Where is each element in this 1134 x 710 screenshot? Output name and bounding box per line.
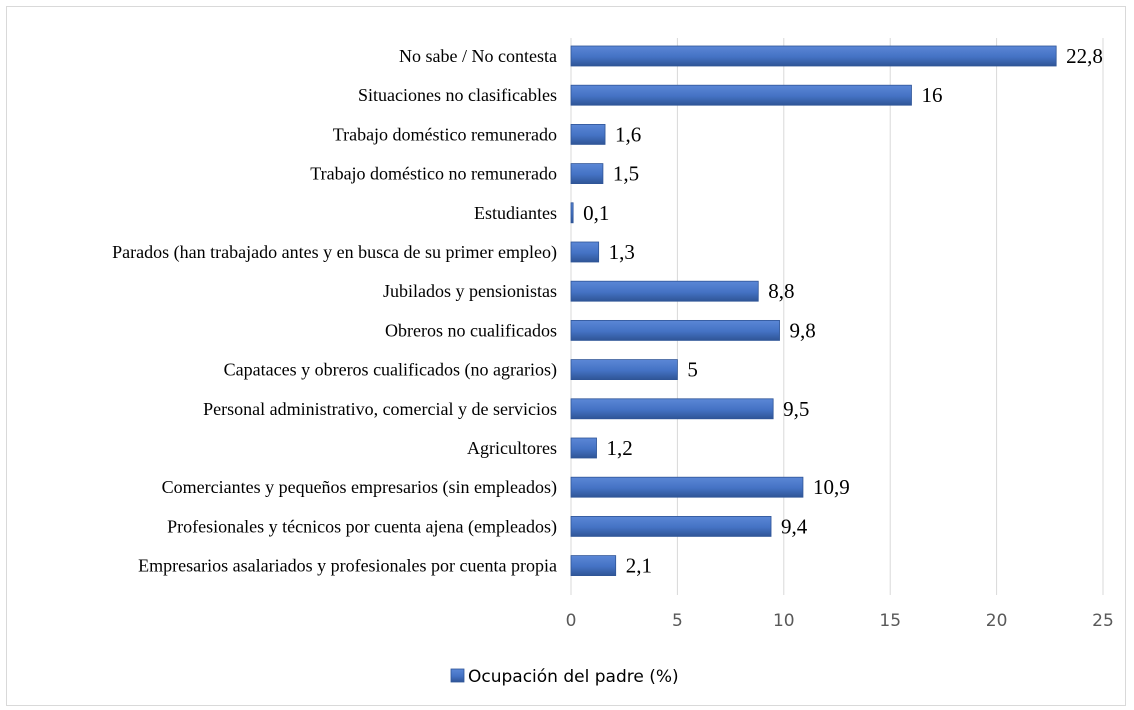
bar xyxy=(570,124,606,145)
data-label: 0,1 xyxy=(583,201,609,225)
legend-swatch xyxy=(450,668,465,683)
category-label: Capataces y obreros cualificados (no agr… xyxy=(224,360,557,381)
category-label: Parados (han trabajado antes y en busca … xyxy=(112,242,557,263)
bar xyxy=(570,163,604,185)
data-label: 16 xyxy=(921,83,942,107)
legend-label: Ocupación del padre (%) xyxy=(468,667,679,687)
data-label: 8,8 xyxy=(768,279,794,303)
bar xyxy=(570,516,772,537)
data-label: 9,4 xyxy=(781,514,808,538)
chart-frame xyxy=(6,6,1126,706)
category-label: No sabe / No contesta xyxy=(399,46,557,66)
category-label: Trabajo doméstico remunerado xyxy=(333,124,557,144)
data-label: 22,8 xyxy=(1066,44,1103,68)
x-tick-label: 5 xyxy=(672,611,683,631)
x-tick-label: 15 xyxy=(879,611,901,631)
x-tick-label: 10 xyxy=(773,611,795,631)
bar xyxy=(570,437,597,459)
data-label: 2,1 xyxy=(626,554,652,578)
category-label: Situaciones no clasificables xyxy=(358,85,557,105)
category-label: Comerciantes y pequeños empresarios (sin… xyxy=(162,477,557,498)
bar xyxy=(570,202,574,224)
category-label: Empresarios asalariados y profesionales … xyxy=(138,556,557,576)
data-label: 1,5 xyxy=(613,162,639,186)
bars xyxy=(570,45,1057,576)
data-label: 5 xyxy=(687,358,698,382)
data-label: 9,5 xyxy=(783,397,809,421)
data-label: 10,9 xyxy=(813,475,850,499)
bar xyxy=(570,319,780,341)
bar xyxy=(570,359,678,381)
data-label: 1,3 xyxy=(609,240,635,264)
category-label: Trabajo doméstico no remunerado xyxy=(310,164,557,184)
gridlines xyxy=(570,38,1104,595)
category-label: Agricultores xyxy=(467,438,557,458)
category-label: Jubilados y pensionistas xyxy=(383,281,557,301)
bar xyxy=(570,84,912,106)
data-labels: 22,8 16 1,6 1,50,11,3 8,8 9,8 5 9,5 1,2 10,99,4 2,… xyxy=(583,44,1103,578)
bar xyxy=(570,241,600,263)
data-label: 1,2 xyxy=(607,436,633,460)
x-tick-label: 0 xyxy=(566,611,577,631)
bar xyxy=(570,398,774,420)
x-tick-label: 25 xyxy=(1092,611,1114,631)
category-label: Personal administrativo, comercial y de … xyxy=(203,399,557,419)
bar xyxy=(570,555,617,576)
x-axis-ticks: 0 5 10 15 20 25 xyxy=(566,611,1114,631)
data-label: 1,6 xyxy=(615,122,641,146)
category-label: Profesionales y técnicos por cuenta ajen… xyxy=(167,516,557,537)
bar xyxy=(570,280,759,302)
x-tick-label: 20 xyxy=(986,611,1008,631)
bar xyxy=(570,45,1057,67)
category-label: Obreros no cualificados xyxy=(385,320,557,340)
category-label: Estudiantes xyxy=(474,203,557,223)
bar xyxy=(570,476,804,498)
legend: Ocupación del padre (%) xyxy=(450,667,679,687)
category-labels: No sabe / No contesta Situaciones no clas… xyxy=(112,46,557,576)
data-label: 9,8 xyxy=(790,318,816,342)
